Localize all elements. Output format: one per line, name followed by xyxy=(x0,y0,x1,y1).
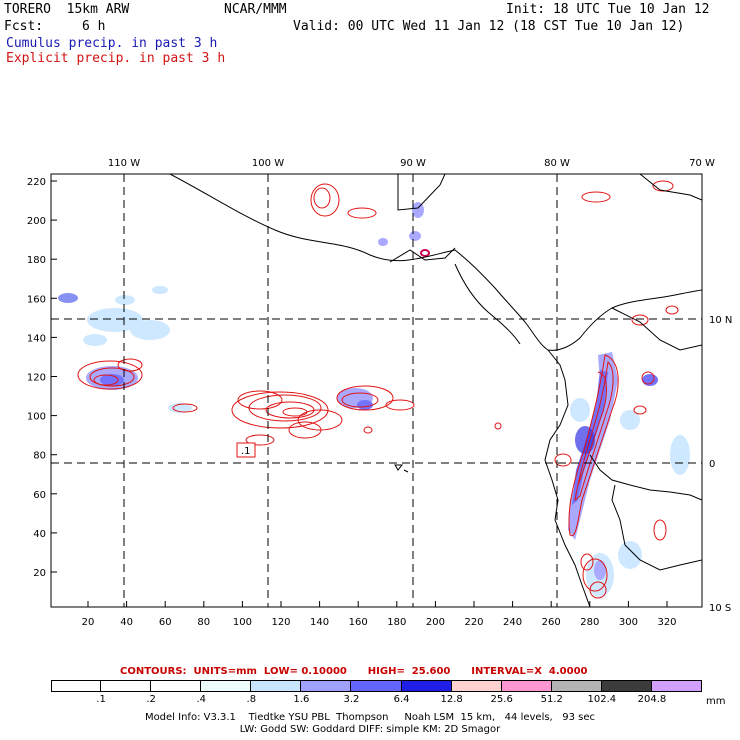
colorbar-label: 102.4 xyxy=(587,694,617,705)
colorbar-swatch xyxy=(151,680,202,692)
model-info-line2: LW: Godd SW: Goddard DIFF: simple KM: 2D… xyxy=(239,724,501,735)
x-tick-label: 80 xyxy=(197,617,210,628)
y-tick-label: 40 xyxy=(33,529,46,540)
cumulus-precip-shading xyxy=(58,202,690,597)
x-tick-label: 20 xyxy=(82,617,95,628)
x-tick-label: 260 xyxy=(542,617,561,628)
map-frame xyxy=(50,173,703,608)
x-tick-label: 300 xyxy=(619,617,638,628)
y-grid-ticks: 220 200 180 160 140 120 100 80 60 40 20 xyxy=(27,177,57,579)
colorbar-swatch xyxy=(401,680,452,692)
lat-lon-grid xyxy=(51,174,702,607)
coastlines xyxy=(169,174,702,607)
forecast-label: Fcst: xyxy=(4,19,44,34)
y-tick-label: 200 xyxy=(27,216,46,227)
x-tick-label: 240 xyxy=(503,617,522,628)
x-tick-label: 220 xyxy=(464,617,483,628)
y-tick-label: 160 xyxy=(27,294,46,305)
colorbar-swatch xyxy=(301,680,352,692)
forecast-hour: 6 h xyxy=(82,19,106,34)
lat-label-10n: 10 N xyxy=(709,315,732,326)
lat-label-10s: 10 S xyxy=(709,603,731,614)
colorbar-label: .4 xyxy=(196,694,206,705)
model-info-line1: Model Info: V3.3.1 Tiedtke YSU PBL Thomp… xyxy=(144,712,596,723)
x-tick-label: 40 xyxy=(120,617,133,628)
colorbar-label: 12.8 xyxy=(440,694,463,705)
init-time: Init: 18 UTC Tue 10 Jan 12 xyxy=(506,2,710,17)
colorbar-swatch xyxy=(551,680,602,692)
explicit-precip-contours xyxy=(77,180,679,599)
y-tick-label: 120 xyxy=(27,373,46,384)
explicit-field-label: Explicit precip. in past 3 h xyxy=(6,51,226,66)
contour-label: .1 xyxy=(241,446,251,457)
contour-info: CONTOURS: UNITS=mm LOW= 0.10000 HIGH= 25… xyxy=(120,666,588,677)
colorbar-swatch xyxy=(601,680,652,692)
colorbar-label: 6.4 xyxy=(393,694,410,705)
y-tick-label: 140 xyxy=(27,333,46,344)
contour-label-box xyxy=(236,442,256,458)
colorbar-label: 204.8 xyxy=(637,694,667,705)
lon-label-70w: 70 W xyxy=(689,158,715,169)
x-tick-label: 280 xyxy=(580,617,599,628)
colorbar-swatch xyxy=(501,680,552,692)
colorbar-label: 25.6 xyxy=(490,694,513,705)
x-tick-label: 120 xyxy=(271,617,290,628)
cumulus-field-label: Cumulus precip. in past 3 h xyxy=(6,36,218,51)
x-tick-label: 180 xyxy=(387,617,406,628)
y-tick-label: 20 xyxy=(33,568,46,579)
lon-label-90w: 90 W xyxy=(400,158,426,169)
org-label: NCAR/MMM xyxy=(224,2,287,17)
lon-label-80w: 80 W xyxy=(544,158,570,169)
x-grid-ticks: 20 40 60 80 100 120 140 160 180 200 220 240 260 280 30… xyxy=(82,601,677,628)
valid-time: Valid: 00 UTC Wed 11 Jan 12 (18 CST Tue … xyxy=(293,19,685,34)
lat-label-0: 0 xyxy=(709,459,715,470)
colorbar-swatch xyxy=(101,680,152,692)
colorbar-swatch xyxy=(51,680,102,692)
x-tick-label: 320 xyxy=(657,617,676,628)
x-tick-label: 200 xyxy=(426,617,445,628)
colorbar-label: 3.2 xyxy=(343,694,360,705)
colorbar-label: .2 xyxy=(146,694,156,705)
colorbar-swatch xyxy=(201,680,252,692)
x-tick-label: 60 xyxy=(159,617,172,628)
colorbar-swatch xyxy=(351,680,402,692)
colorbar-label: .1 xyxy=(96,694,106,705)
lon-label-100w: 100 W xyxy=(252,158,284,169)
y-tick-label: 100 xyxy=(27,412,46,423)
colorbar-swatch xyxy=(451,680,502,692)
colorbar-swatch xyxy=(651,680,702,692)
x-tick-label: 160 xyxy=(349,617,368,628)
y-tick-label: 80 xyxy=(33,451,46,462)
colorbar-label: .8 xyxy=(246,694,257,705)
colorbar-label: 1.6 xyxy=(293,694,310,705)
lon-label-110w: 110 W xyxy=(108,158,140,169)
colorbar-swatch xyxy=(251,680,302,692)
y-tick-label: 220 xyxy=(27,177,46,188)
map-interior xyxy=(58,174,702,607)
x-tick-label: 100 xyxy=(233,617,252,628)
y-tick-label: 180 xyxy=(27,255,46,266)
model-title: TORERO 15km ARW xyxy=(4,2,130,17)
colorbar-unit: mm xyxy=(706,696,726,707)
colorbar-label: 51.2 xyxy=(540,694,563,705)
x-tick-label: 140 xyxy=(310,617,329,628)
y-tick-label: 60 xyxy=(33,490,46,501)
